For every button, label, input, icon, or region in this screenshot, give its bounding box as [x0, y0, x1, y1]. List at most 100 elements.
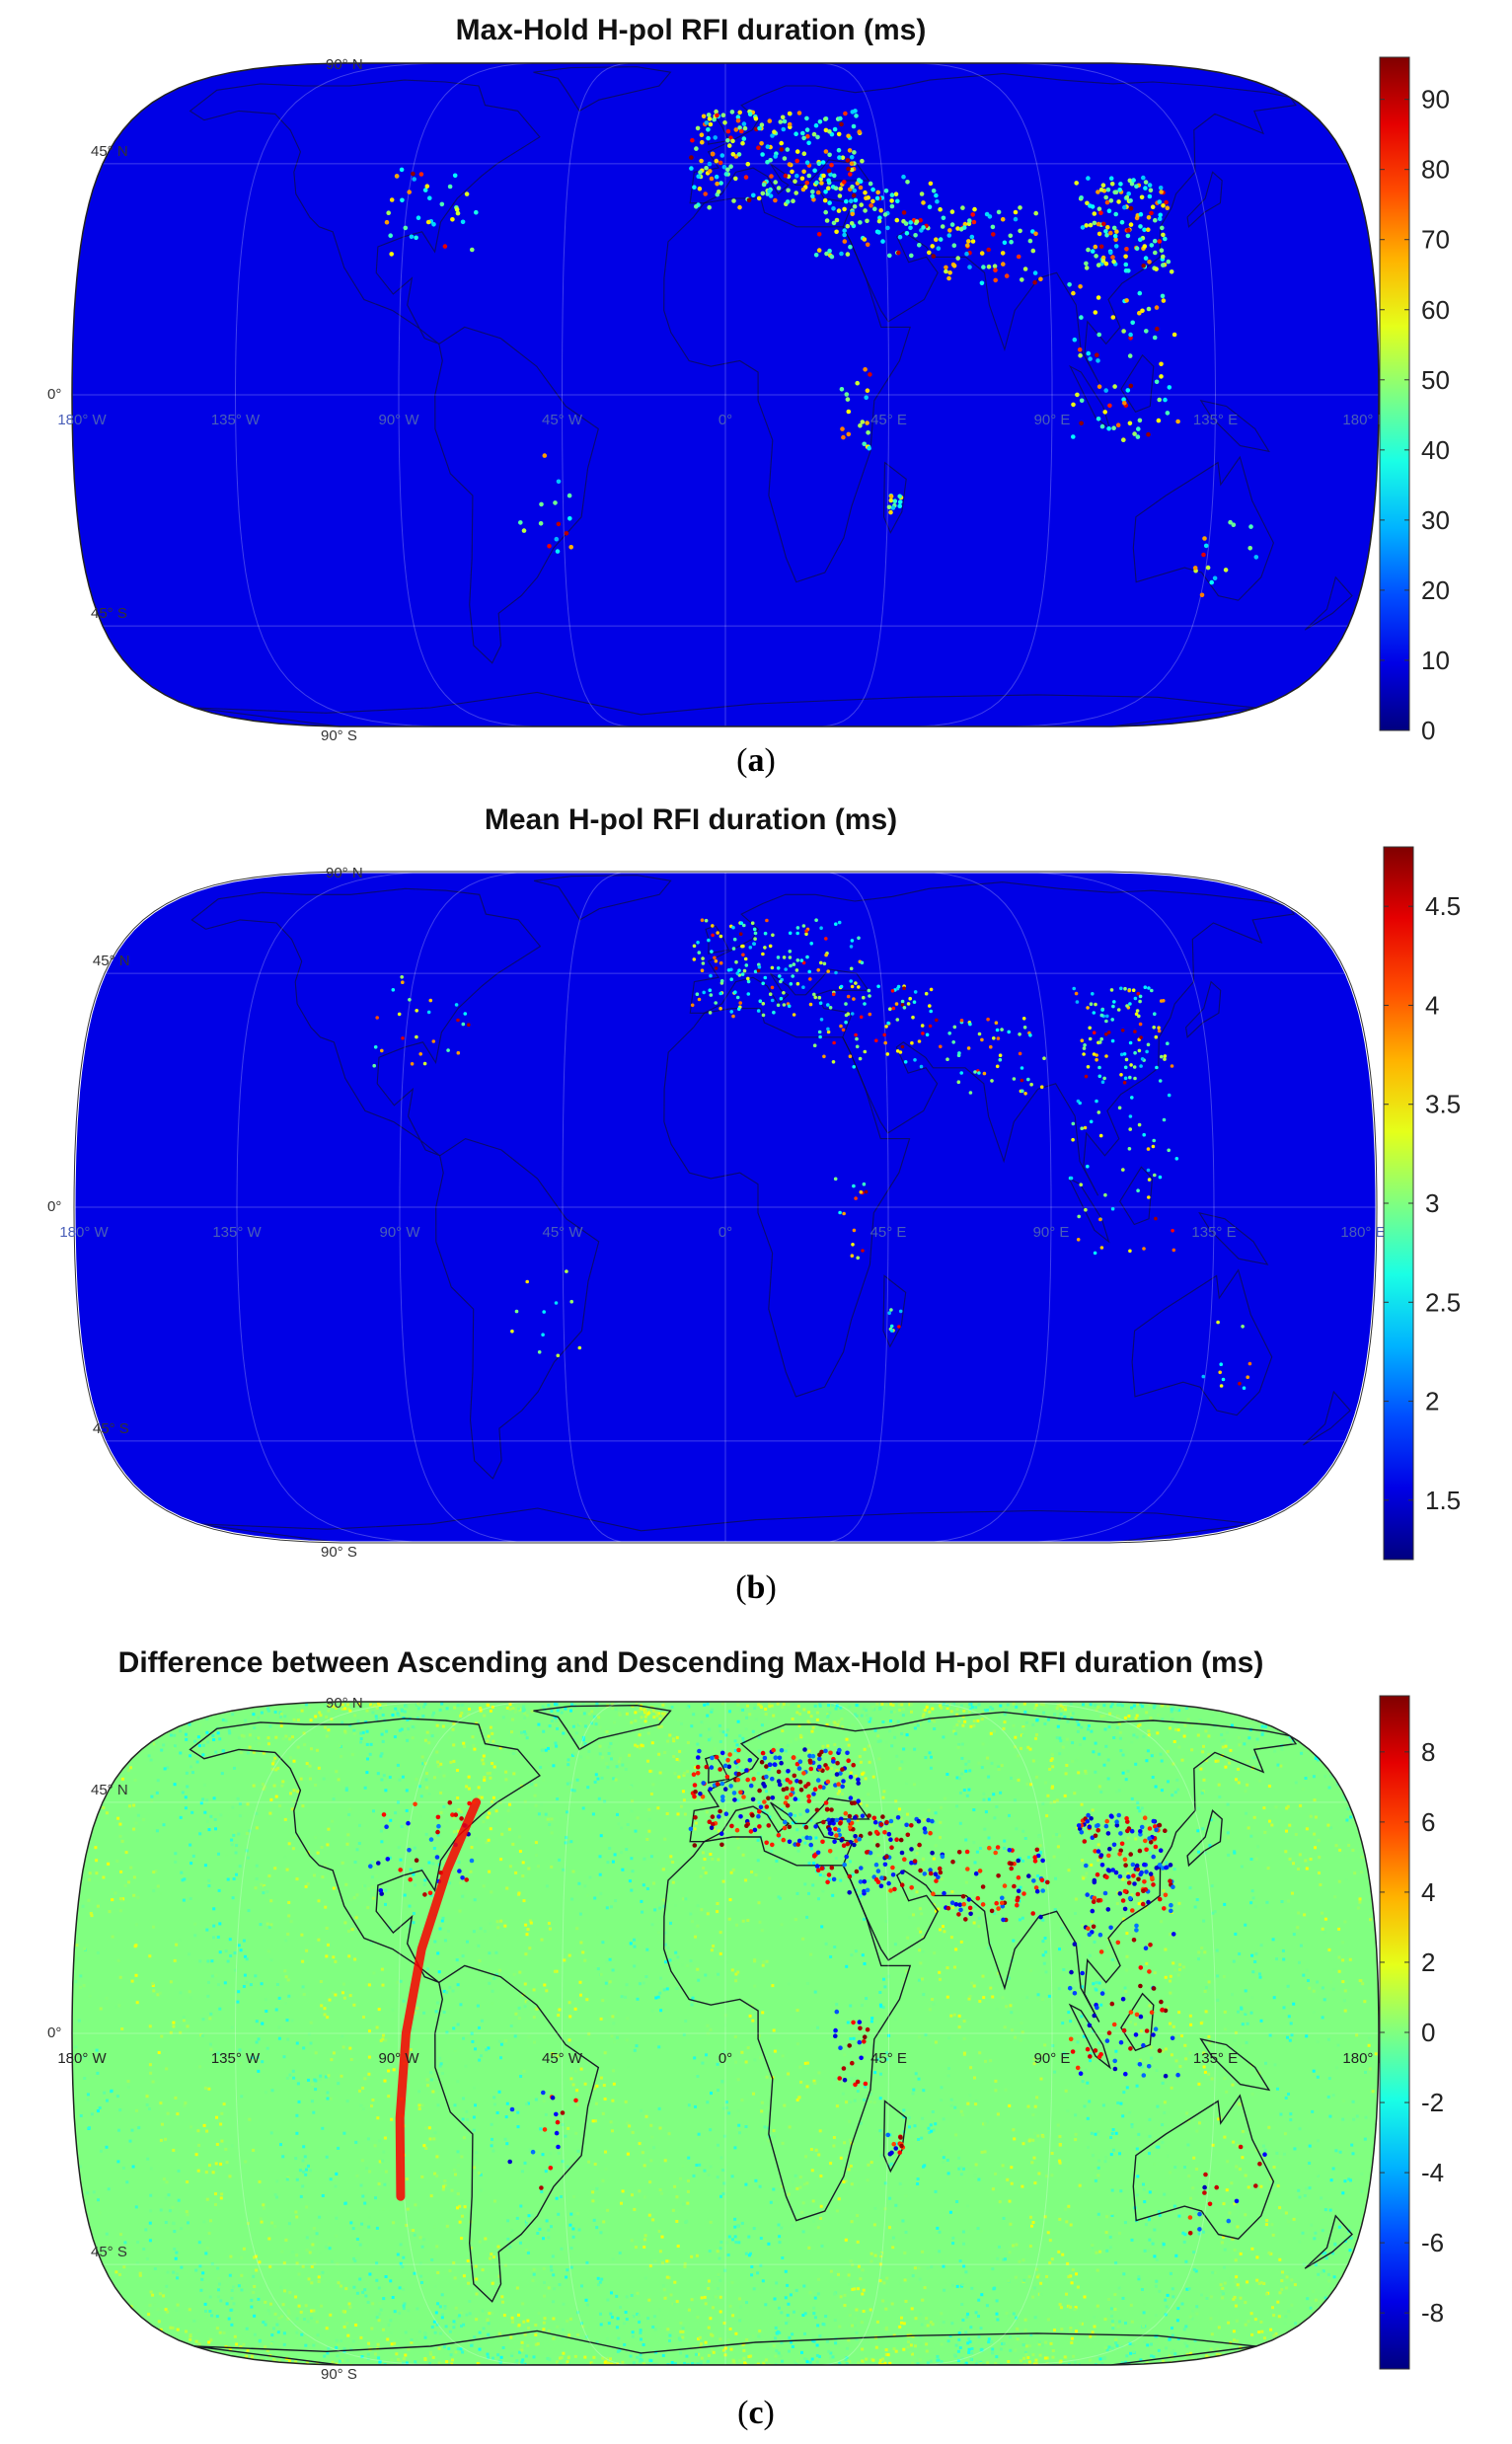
noise-cell [486, 1772, 490, 1776]
noise-cell [818, 2129, 822, 2133]
noise-cell [486, 1815, 490, 1819]
noise-cell [1209, 1818, 1213, 1822]
noise-cell [1141, 2288, 1144, 2291]
noise-cell [240, 1751, 243, 1755]
noise-cell [186, 2180, 189, 2183]
coastline [1131, 1268, 1273, 1416]
noise-cell [324, 2075, 328, 2079]
rfi-hotspot [732, 937, 737, 942]
rfi-hotspot [1096, 332, 1101, 338]
noise-cell [912, 1913, 915, 1917]
colorbar-tick-label: 70 [1421, 225, 1450, 255]
noise-cell [957, 2156, 961, 2160]
noise-cell [629, 1785, 633, 1789]
rfi-hotspot [964, 251, 969, 257]
rfi-hotspot [1109, 988, 1114, 992]
noise-cell [1092, 1982, 1096, 1986]
rfi-hotspot [827, 129, 832, 134]
rfi-hotspot [799, 958, 804, 962]
rfi-hotspot [718, 934, 723, 939]
noise-cell [573, 2069, 577, 2073]
rfi-hotspot [949, 209, 955, 214]
noise-cell [856, 2240, 860, 2244]
noise-cell [1309, 1858, 1313, 1861]
noise-cell [179, 1729, 183, 1733]
noise-cell [388, 1856, 392, 1860]
rfi-hotspot [897, 499, 903, 504]
noise-cell [1130, 1796, 1134, 1800]
noise-cell [1244, 2213, 1247, 2217]
noise-cell [1220, 1739, 1224, 1743]
noise-cell [1329, 1826, 1333, 1830]
rfi-hotspot [1104, 1032, 1108, 1036]
rfi-hotspot [1013, 216, 1019, 222]
noise-cell [869, 2259, 873, 2263]
noise-cell [759, 2263, 763, 2267]
noise-cell [372, 1896, 375, 1900]
rfi-hotspot [869, 203, 873, 208]
noise-cell [358, 2089, 361, 2093]
rfi-hotspot [1133, 996, 1138, 1001]
noise-cell [508, 1802, 511, 1806]
noise-cell [724, 2360, 728, 2364]
noise-cell [188, 1952, 191, 1956]
noise-cell [490, 2144, 493, 2148]
noise-cell [1142, 2187, 1146, 2191]
noise-cell [769, 2200, 773, 2204]
noise-cell [1241, 2156, 1245, 2160]
noise-cell [460, 2325, 463, 2328]
noise-cell [1031, 2221, 1035, 2224]
noise-cell [348, 2046, 352, 2050]
noise-cell [267, 1926, 271, 1929]
noise-cell [919, 1930, 923, 1934]
noise-cell [220, 2192, 224, 2196]
noise-cell [707, 2287, 711, 2290]
noise-cell [355, 2174, 359, 2177]
rfi-hotspot [1092, 211, 1097, 216]
rfi-hotspot [709, 973, 713, 978]
noise-cell [480, 1795, 484, 1799]
rfi-hotspot [1132, 1065, 1137, 1069]
map-fill [72, 63, 1379, 726]
coastline [1198, 1211, 1269, 1265]
rfi-hotspot [1112, 233, 1118, 239]
rfi-hotspot [921, 1031, 925, 1035]
rfi-hotspot [991, 232, 996, 237]
rfi-hotspot [1128, 1075, 1132, 1080]
noise-cell [1067, 2204, 1071, 2208]
noise-cell [342, 1996, 346, 2000]
noise-cell [1144, 2223, 1148, 2227]
noise-cell [625, 1848, 629, 1852]
rfi-hotspot [1167, 1148, 1171, 1153]
rfi-hotspot [1020, 1078, 1024, 1083]
rfi-hotspot [1078, 1101, 1082, 1106]
noise-cell [703, 2169, 707, 2173]
noise-cell [128, 2139, 132, 2143]
noise-cell [1089, 2052, 1093, 2056]
rfi-hotspot [924, 991, 929, 996]
noise-cell [1213, 2271, 1217, 2275]
noise-cell [1090, 1729, 1094, 1733]
noise-cell [529, 1921, 533, 1925]
rfi-hotspot [810, 193, 815, 199]
noise-cell [1021, 1734, 1025, 1737]
noise-cell [692, 2174, 696, 2177]
rfi-hotspot [1093, 1251, 1097, 1256]
rfi-hotspot [776, 966, 781, 970]
noise-cell [199, 1801, 203, 1805]
noise-cell [1010, 2181, 1014, 2185]
noise-cell [483, 1930, 487, 1933]
noise-cell [117, 2273, 121, 2276]
noise-cell [803, 1882, 807, 1886]
rfi-hotspot [804, 127, 810, 132]
noise-cell [1085, 1716, 1089, 1719]
rfi-hotspot [931, 254, 937, 259]
noise-cell [1022, 2278, 1026, 2282]
rfi-hotspot [737, 110, 742, 115]
noise-cell [1193, 1905, 1197, 1909]
noise-cell [1205, 2354, 1208, 2358]
noise-cell [849, 2259, 853, 2263]
noise-cell [781, 2054, 785, 2058]
noise-cell [727, 1917, 731, 1921]
noise-cell [433, 2172, 437, 2176]
